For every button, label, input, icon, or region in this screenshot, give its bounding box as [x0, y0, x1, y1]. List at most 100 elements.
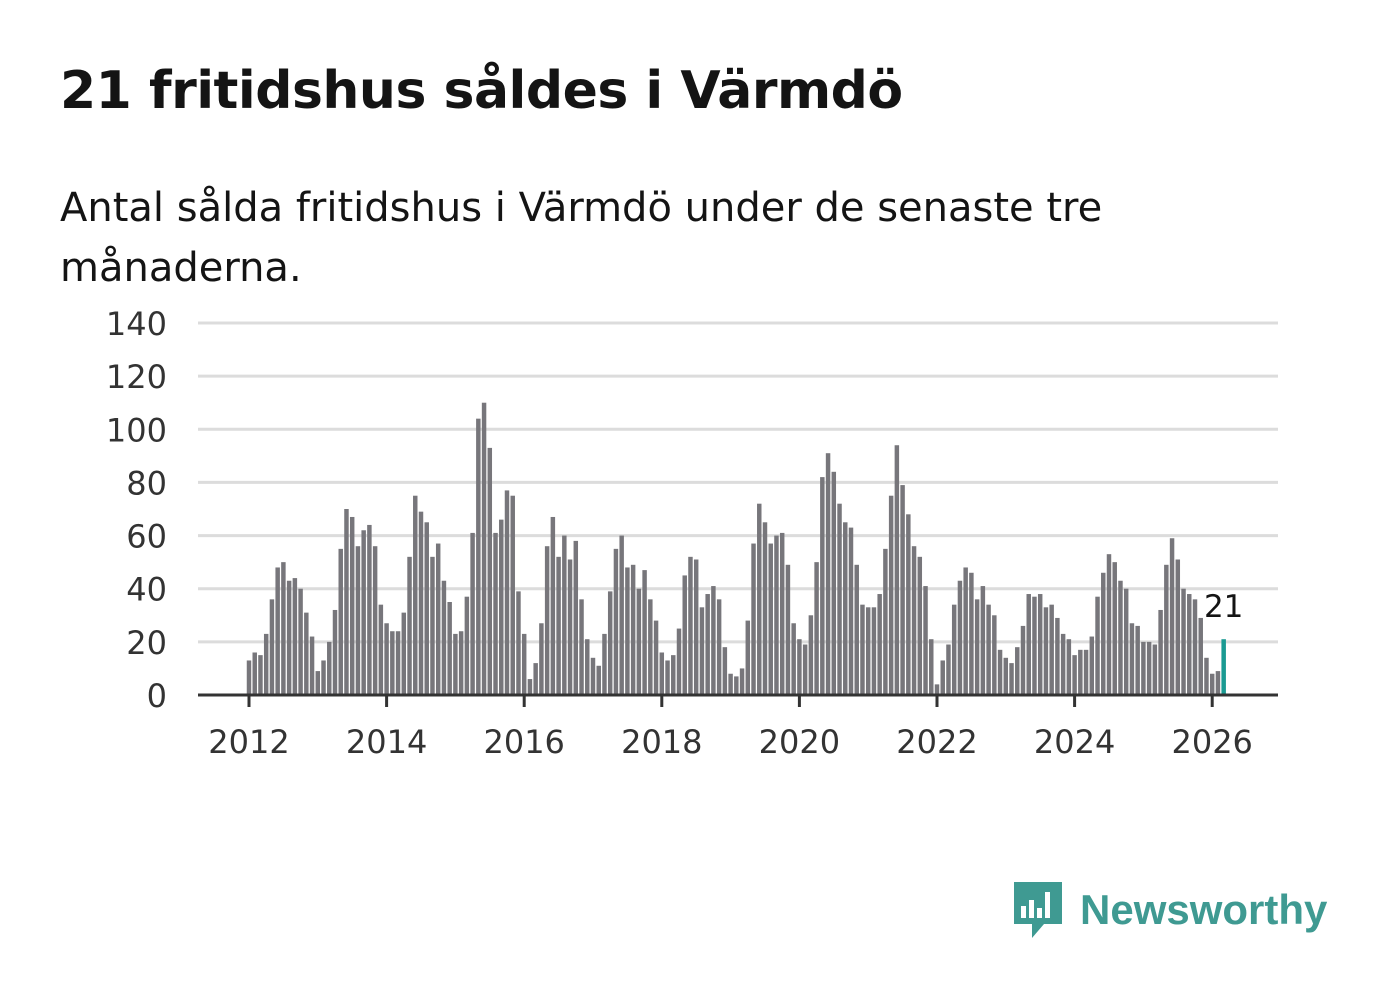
bar [906, 514, 911, 695]
bar [1026, 594, 1031, 695]
bar [372, 546, 378, 695]
bar [791, 623, 796, 695]
bar [986, 604, 991, 695]
bar [510, 495, 515, 695]
bar [1204, 657, 1209, 695]
x-tick-label: 2026 [1171, 723, 1252, 761]
bar [671, 655, 676, 695]
bar [974, 599, 980, 695]
bar [1158, 609, 1163, 695]
bar [980, 586, 986, 695]
bar [487, 447, 493, 695]
bar [1129, 623, 1135, 695]
bar [946, 644, 951, 695]
bar [504, 490, 510, 695]
bar [458, 631, 464, 695]
bar [688, 556, 693, 695]
bar [871, 607, 877, 695]
bar [860, 604, 865, 695]
bar [1055, 617, 1060, 695]
bar [831, 471, 837, 695]
newsworthy-logo[interactable]: Newsworthy [1012, 880, 1327, 940]
bar [1015, 647, 1020, 695]
bar [957, 580, 963, 695]
x-tick-label: 2020 [759, 723, 840, 761]
x-axis-ticks: 2012 2014 2016 2018 2020 2022 2024 2026 [208, 695, 1253, 761]
y-tick-label: 80 [126, 464, 167, 502]
bar [407, 556, 412, 695]
bar [544, 546, 550, 695]
bar [929, 639, 934, 695]
bar [653, 620, 659, 695]
bar [619, 535, 624, 695]
bar [441, 580, 447, 695]
bar [361, 530, 366, 695]
bar [682, 575, 687, 695]
bar [814, 562, 819, 695]
brand-name: Newsworthy [1080, 886, 1328, 933]
bar [338, 548, 343, 695]
bar [476, 418, 481, 695]
bar [951, 604, 957, 695]
bar [281, 562, 286, 695]
x-tick-label: 2012 [208, 723, 289, 761]
bar [1181, 588, 1186, 695]
bar [802, 644, 808, 695]
bar [1169, 538, 1175, 695]
bar [808, 615, 814, 695]
bar [1066, 639, 1072, 695]
bar [464, 596, 470, 695]
y-tick-label: 20 [126, 624, 167, 662]
bar [556, 556, 561, 695]
bar [751, 543, 756, 695]
bar [894, 445, 900, 695]
bar [516, 591, 521, 695]
bar [1175, 559, 1181, 695]
bar [1095, 596, 1100, 695]
bar [774, 535, 779, 695]
bar [1049, 604, 1054, 695]
bar [607, 591, 613, 695]
bar [888, 495, 894, 695]
bar [579, 599, 584, 695]
bar [499, 519, 504, 695]
bar [757, 503, 762, 695]
bar-highlight [1221, 639, 1226, 695]
bar [1141, 641, 1146, 695]
bar [779, 532, 785, 695]
bar [470, 532, 475, 695]
bar [327, 641, 332, 695]
bar [865, 607, 871, 695]
bar [648, 599, 653, 695]
bar [630, 564, 636, 695]
bar [1164, 564, 1169, 695]
y-tick-label: 140 [106, 305, 167, 343]
bar [384, 623, 389, 695]
bar [693, 559, 699, 695]
bar [762, 522, 768, 695]
y-tick-label: 120 [106, 358, 167, 396]
bar [734, 676, 739, 695]
bar [969, 572, 974, 695]
bar [1020, 625, 1026, 695]
x-tick-label: 2018 [621, 723, 702, 761]
bar [596, 665, 601, 695]
bar [923, 586, 928, 695]
y-tick-label: 0 [147, 677, 167, 715]
bar [785, 564, 791, 695]
bar [716, 599, 722, 695]
bar [699, 607, 705, 695]
bar [1037, 594, 1043, 695]
bar [711, 586, 716, 695]
bar [1209, 673, 1215, 695]
bar [940, 660, 945, 695]
bar [298, 588, 303, 695]
bar [665, 660, 670, 695]
bar [739, 668, 745, 695]
bar [562, 535, 567, 695]
bar [1083, 649, 1089, 695]
bar [613, 548, 619, 695]
bar [367, 524, 372, 695]
bar [493, 532, 498, 695]
bar [447, 602, 452, 695]
